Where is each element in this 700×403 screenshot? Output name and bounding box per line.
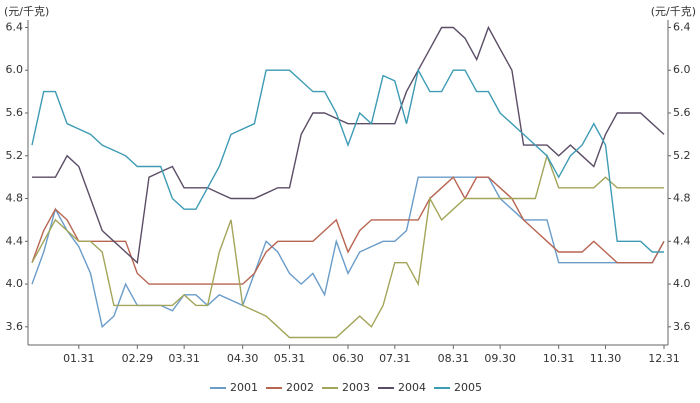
y-tick-label: 5.6 <box>6 106 24 119</box>
y-tick-label: 4.8 <box>6 192 24 205</box>
y-tick-label: 4.0 <box>6 277 24 290</box>
y2-tick-label: 4.4 <box>673 234 691 247</box>
y-tick-label: 5.2 <box>6 149 24 162</box>
y-tick-label: 3.6 <box>6 320 24 333</box>
legend-label: 2005 <box>454 381 482 394</box>
y2-tick-label: 6.0 <box>673 63 691 76</box>
x-tick-label: 05.31 <box>274 352 306 365</box>
y-tick-label: 6.4 <box>6 20 24 33</box>
y-tick-label: 6.0 <box>6 63 24 76</box>
y2-tick-label: 5.6 <box>673 106 691 119</box>
x-tick-label: 08.31 <box>438 352 470 365</box>
x-tick-label: 09.30 <box>484 352 516 365</box>
series-line <box>31 176 665 285</box>
x-tick-label: 02.29 <box>122 352 154 365</box>
x-tick-label: 11.30 <box>590 352 622 365</box>
y-axis-label: (元/千克) <box>4 5 49 18</box>
y2-tick-label: 5.2 <box>673 149 691 162</box>
y2-tick-label: 3.6 <box>673 320 691 333</box>
x-tick-label: 06.30 <box>332 352 364 365</box>
series-line <box>31 68 664 253</box>
x-tick-label: 07.31 <box>379 352 411 365</box>
x-tick-label: 12.31 <box>648 352 680 365</box>
y2-tick-label: 6.4 <box>673 20 691 33</box>
y2-tick-label: 4.0 <box>673 277 691 290</box>
y-tick-label: 4.4 <box>6 234 24 247</box>
legend-label: 2002 <box>286 381 314 394</box>
legend-label: 2004 <box>398 381 426 394</box>
legend-label: 2003 <box>342 381 370 394</box>
x-tick-label: 03.31 <box>168 352 200 365</box>
y2-tick-label: 4.8 <box>673 192 691 205</box>
y2-axis-label: (元/千克) <box>651 5 696 18</box>
series-line <box>32 25 665 265</box>
legend-label: 2001 <box>230 381 258 394</box>
x-tick-label: 10.31 <box>543 352 575 365</box>
x-tick-label: 01.31 <box>63 352 95 365</box>
series-line <box>31 153 664 339</box>
x-tick-label: 04.30 <box>227 352 259 365</box>
